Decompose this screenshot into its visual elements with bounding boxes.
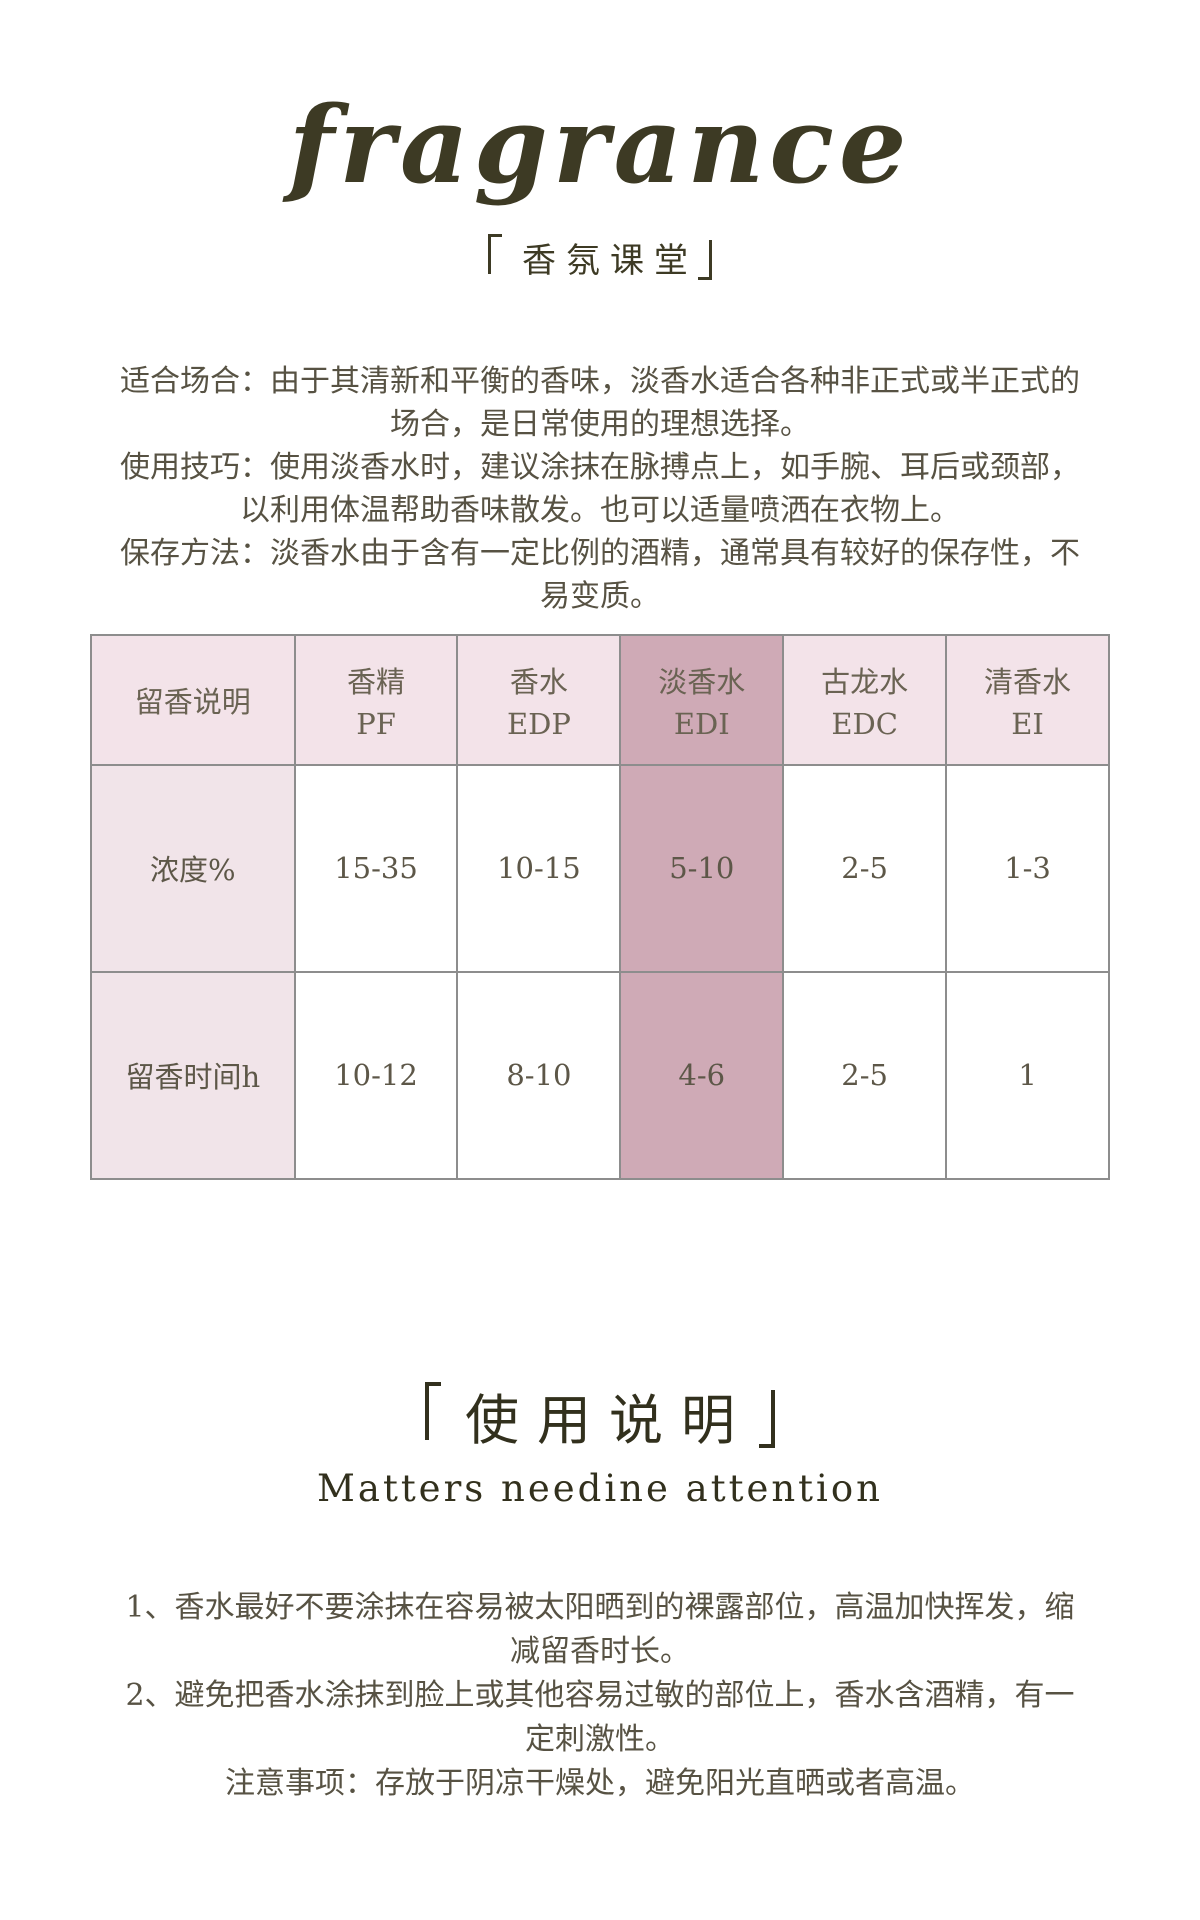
column-title: 淡香水: [658, 664, 746, 699]
column-code: EDC: [831, 706, 898, 741]
column-title: 留香说明: [134, 684, 251, 719]
bracket-right-icon: [698, 240, 712, 281]
brand-subtitle-row: 香氛课堂: [0, 233, 1200, 282]
column-code: EI: [1011, 706, 1044, 741]
intro-line: 以利用体温帮助香味散发。也可以适量喷洒在衣物上。: [240, 492, 960, 528]
bracket-left-icon: [425, 1382, 441, 1441]
table-cell: 2-5: [782, 970, 948, 1180]
column-title: 香水: [509, 664, 568, 699]
table-header-cell: 留香说明: [90, 633, 296, 766]
bracket-right-icon: [759, 1390, 775, 1449]
table-cell: 1-3: [945, 763, 1110, 973]
bracket-left-icon: [488, 234, 502, 275]
note-line: 减留香时长。: [510, 1633, 690, 1669]
table-cell: 1: [945, 970, 1110, 1180]
section-title: 使用说明: [465, 1388, 753, 1452]
table-cell: 8-10: [456, 970, 622, 1180]
column-code: PF: [356, 706, 396, 741]
table-cell: 15-35: [293, 763, 459, 973]
column-title: 古龙水: [821, 664, 909, 699]
table-cell: 10-12: [293, 970, 459, 1180]
column-code: EDP: [506, 706, 571, 741]
intro-line: 场合，是日常使用的理想选择。: [390, 406, 810, 442]
intro-line: 易变质。: [540, 578, 660, 614]
fragrance-spec-table: 留香说明 香精 PF 香水 EDP 淡香水 EDI 古龙水 EDC: [90, 633, 1110, 1180]
table-cell-highlighted: 4-6: [619, 970, 785, 1180]
table-header-cell: 香水 EDP: [456, 633, 622, 766]
note-line: 2、避免把香水涂抹到脸上或其他容易过敏的部位上，香水含酒精，有一: [125, 1677, 1075, 1713]
intro-line: 使用技巧：使用淡香水时，建议涂抹在脉搏点上，如手腕、耳后或颈部，: [120, 449, 1080, 485]
section-subtitle: Matters needine attention: [317, 1466, 883, 1510]
row-label: 留香时间h: [90, 970, 296, 1180]
notes-list: 1、香水最好不要涂抹在容易被太阳晒到的裸露部位，高温加快挥发，缩 减留香时长。 …: [0, 1586, 1200, 1806]
table-cell-highlighted: 5-10: [619, 763, 785, 973]
table-header-row: 留香说明 香精 PF 香水 EDP 淡香水 EDI 古龙水 EDC: [90, 633, 1110, 766]
section-title-row: 使用说明: [0, 1376, 1200, 1455]
table-row: 留香时间h 10-12 8-10 4-6 2-5 1: [90, 970, 1110, 1180]
table-header-cell-highlighted: 淡香水 EDI: [619, 633, 785, 766]
brand-header: fragrance 香氛课堂: [0, 0, 1200, 282]
note-line: 注意事项：存放于阴凉干燥处，避免阳光直晒或者高温。: [225, 1765, 975, 1801]
intro-paragraph: 适合场合：由于其清新和平衡的香味，淡香水适合各种非正式或半正式的 场合，是日常使…: [0, 360, 1200, 618]
table-row: 浓度% 15-35 10-15 5-10 2-5 1-3: [90, 763, 1110, 973]
column-code: EDI: [673, 706, 730, 741]
note-line: 定刺激性。: [525, 1721, 675, 1757]
brand-logo: fragrance: [288, 82, 912, 207]
usage-section-header: 使用说明 Matters needine attention: [0, 1376, 1200, 1510]
table-cell: 10-15: [456, 763, 622, 973]
row-label: 浓度%: [90, 763, 296, 973]
brand-subtitle: 香氛课堂: [522, 240, 698, 281]
intro-line: 适合场合：由于其清新和平衡的香味，淡香水适合各种非正式或半正式的: [120, 363, 1080, 399]
table-header-cell: 古龙水 EDC: [782, 633, 948, 766]
table-header-cell: 清香水 EI: [945, 633, 1110, 766]
note-line: 1、香水最好不要涂抹在容易被太阳晒到的裸露部位，高温加快挥发，缩: [125, 1589, 1075, 1625]
intro-line: 保存方法：淡香水由于含有一定比例的酒精，通常具有较好的保存性，不: [120, 535, 1080, 571]
column-title: 清香水: [984, 664, 1072, 699]
table-cell: 2-5: [782, 763, 948, 973]
column-title: 香精: [347, 664, 406, 699]
table-header-cell: 香精 PF: [293, 633, 459, 766]
